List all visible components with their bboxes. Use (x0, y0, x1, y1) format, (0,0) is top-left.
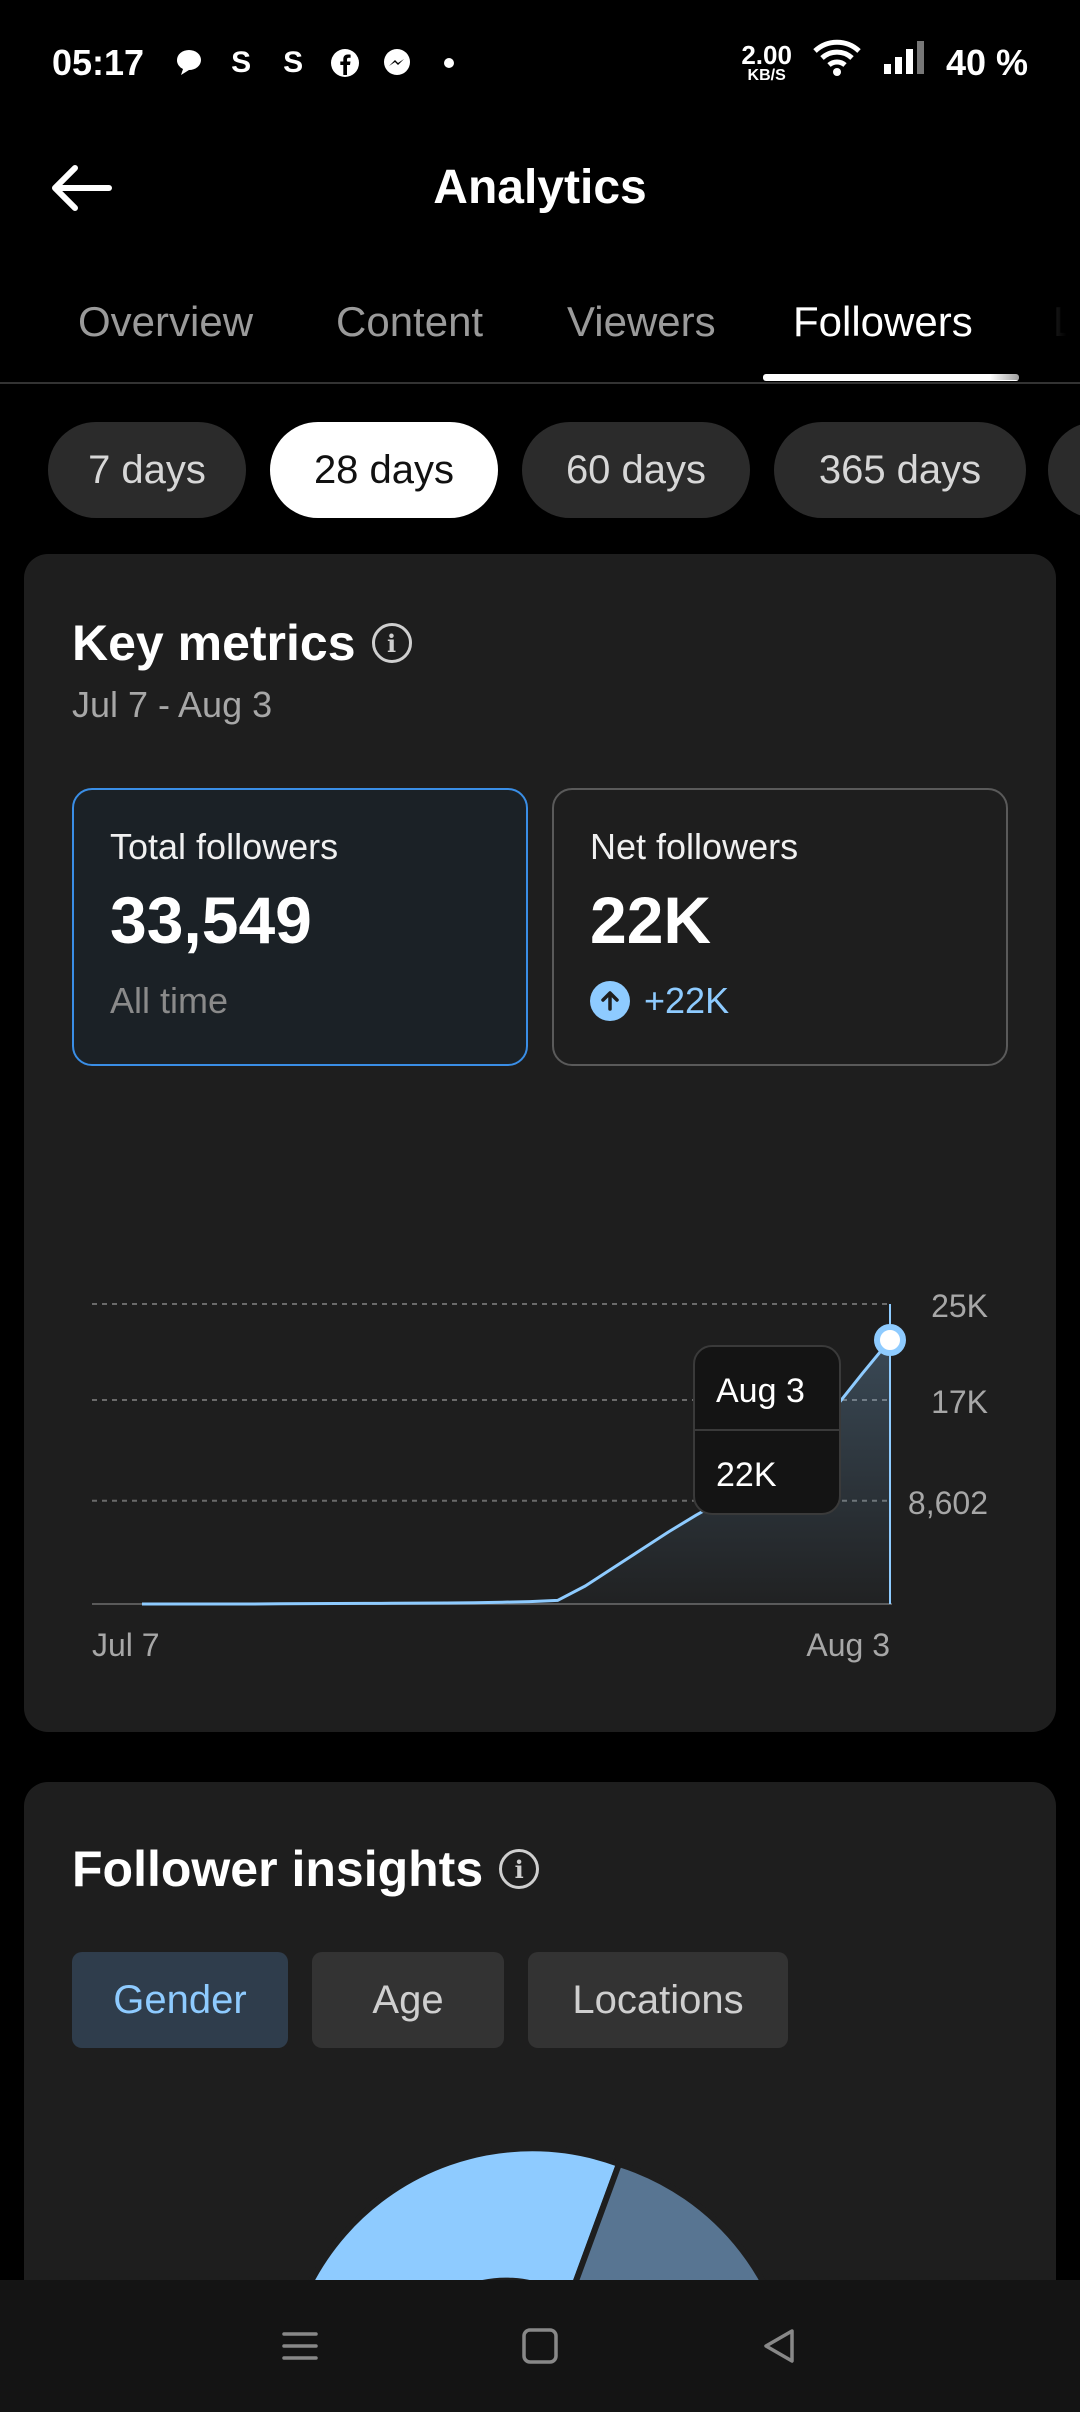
area-fill (142, 1340, 890, 1604)
analytics-tabs: Overview Content Viewers Followers L (0, 270, 1080, 384)
follower-insights-card: Follower insights i Gender Age Locations (24, 1782, 1056, 2342)
net-followers-value: 22K (590, 883, 712, 957)
messenger-icon (380, 46, 414, 80)
battery-text: 40 % (945, 41, 1028, 83)
insights-tab-locations[interactable]: Locations (528, 1952, 788, 2048)
y-tick-label: 8,602 (908, 1485, 988, 1521)
wifi-icon (812, 38, 862, 87)
total-followers-sub: All time (110, 980, 229, 1021)
follower-insights-title: Follower insights (72, 1841, 484, 1897)
status-bar: 05:17 S S 2.00 KB/S 40 % (0, 0, 1080, 125)
follower-insights-heading: Follower insights i (72, 1840, 540, 1898)
notification-icons: S S (172, 46, 466, 80)
key-metrics-heading: Key metrics i (72, 614, 412, 672)
y-tick-label: 25K (931, 1288, 988, 1324)
key-metrics-title: Key metrics (72, 615, 356, 671)
net-followers-label: Net followers (590, 826, 799, 867)
period-partial-chip[interactable] (1048, 422, 1080, 518)
facebook-icon (328, 46, 362, 80)
total-followers-value: 33,549 (110, 883, 312, 957)
insights-tab-age[interactable]: Age (312, 1952, 504, 2048)
signal-icon (882, 40, 926, 85)
status-right: 2.00 KB/S 40 % (741, 38, 1028, 87)
net-speed: 2.00 KB/S (741, 39, 792, 84)
chat-bubble-icon (172, 46, 206, 80)
net-followers-card[interactable]: Net followers 22K +22K (552, 788, 1008, 1066)
period-60-days[interactable]: 60 days (522, 422, 750, 518)
arrow-up-icon (590, 981, 630, 1021)
tab-followers[interactable]: Followers (793, 298, 973, 345)
page-title: Analytics (433, 161, 647, 214)
period-28-days[interactable]: 28 days (270, 422, 498, 518)
system-nav-bar (0, 2280, 1080, 2412)
back-button[interactable] (46, 155, 116, 221)
back-triangle-icon[interactable] (750, 2316, 810, 2376)
insights-tab-gender[interactable]: Gender (72, 1952, 288, 2048)
total-followers-label: Total followers (110, 826, 339, 867)
insights-tabs: Gender Age Locations (72, 1952, 788, 2048)
tab-viewers[interactable]: Viewers (567, 298, 716, 345)
data-point-selected (874, 1324, 906, 1356)
date-range: Jul 7 - Aug 3 (72, 684, 273, 725)
period-selector: 7 days 28 days 60 days 365 days (0, 420, 1080, 520)
home-square-icon[interactable] (510, 2316, 570, 2376)
period-365-days[interactable]: 365 days (774, 422, 1026, 518)
total-followers-card[interactable]: Total followers 33,549 All time (72, 788, 528, 1066)
app-header: Analytics (0, 125, 1080, 250)
y-tick-label: 17K (931, 1384, 988, 1420)
x-tick-label: Aug 3 (806, 1627, 890, 1663)
tooltip-date: Aug 3 (716, 1372, 805, 1410)
net-followers-change-row: +22K (590, 980, 970, 1022)
net-followers-change: +22K (644, 980, 730, 1021)
x-tick-label: Jul 7 (92, 1627, 160, 1663)
active-tab-indicator (763, 374, 1019, 381)
tab-content[interactable]: Content (336, 298, 484, 345)
s-icon: S (283, 45, 304, 79)
info-icon[interactable]: i (499, 1849, 540, 1889)
menu-icon[interactable] (270, 2316, 330, 2376)
dot-icon (432, 46, 466, 80)
arrow-left-icon (52, 165, 112, 211)
info-icon[interactable]: i (371, 623, 412, 663)
status-time: 05:17 (52, 41, 145, 83)
s-icon: S (231, 45, 252, 79)
tabs-fade (990, 270, 1080, 380)
key-metrics-card: Key metrics i Jul 7 - Aug 3 Total follow… (24, 554, 1056, 1732)
tooltip-value: 22K (716, 1456, 777, 1494)
followers-line-chart[interactable]: 8,602 17K 25K Aug 3 22K Jul 7 Aug 3 (24, 1114, 1056, 1674)
tab-overview[interactable]: Overview (78, 298, 254, 345)
period-7-days[interactable]: 7 days (48, 422, 246, 518)
